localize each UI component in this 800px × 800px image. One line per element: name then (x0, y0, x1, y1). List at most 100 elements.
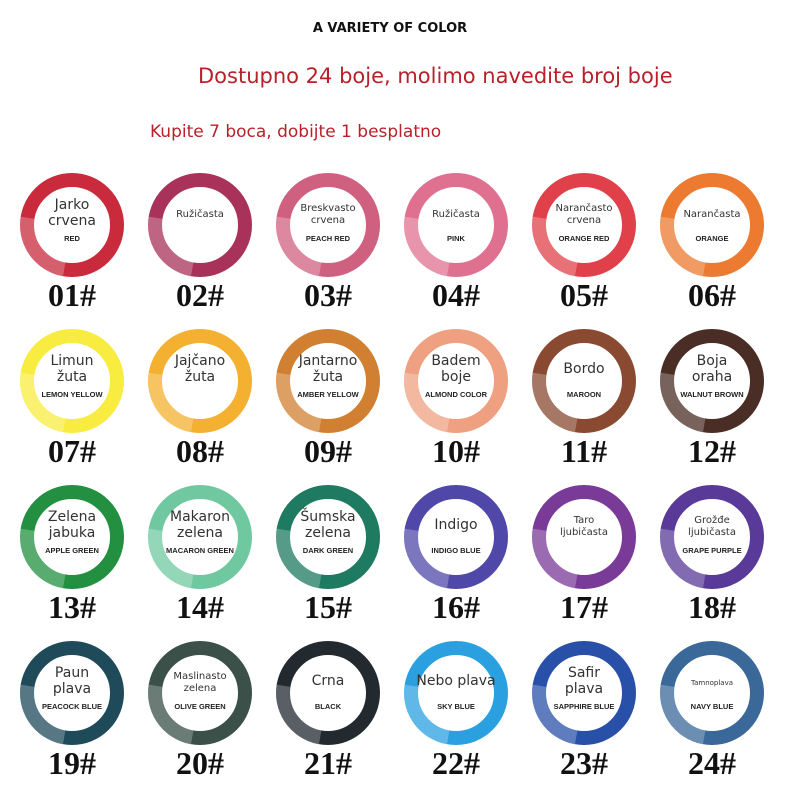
ring-shade (404, 641, 508, 745)
color-name: crvena (567, 215, 601, 226)
color-number: 22# (432, 745, 480, 781)
ring-shade (276, 485, 380, 589)
color-ring (20, 641, 124, 745)
color-name: zelena (177, 525, 223, 541)
english-name: NAVY BLUE (691, 702, 734, 711)
color-name: zelena (184, 683, 217, 694)
english-name: MAROON (567, 390, 601, 399)
color-swatch: Nebo plava SKY BLUE 22# (404, 641, 508, 781)
color-name: Badem (431, 353, 480, 369)
color-name: žuta (57, 369, 87, 385)
color-ring (404, 329, 508, 433)
color-swatch: Ružičasta PINK 04# (404, 173, 508, 313)
color-name: jabuka (48, 525, 96, 541)
color-ring (148, 641, 252, 745)
english-name: GRAPE PURPLE (682, 546, 741, 555)
color-ring (532, 485, 636, 589)
ring-shade (276, 641, 380, 745)
color-ring (276, 173, 380, 277)
color-name: plava (53, 681, 91, 697)
color-name: Paun (55, 665, 89, 681)
color-number: 02# (176, 277, 224, 313)
color-name: Ružičasta (432, 208, 480, 220)
color-ring (660, 485, 764, 589)
color-name: Jajčano (174, 353, 225, 369)
color-ring (404, 173, 508, 277)
ring-shade (404, 173, 508, 277)
color-name: Limun (50, 353, 93, 369)
color-ring (276, 641, 380, 745)
english-name: ORANGE RED (559, 234, 610, 243)
color-ring (660, 173, 764, 277)
ring-shade (404, 485, 508, 589)
color-swatch: Indigo INDIGO BLUE 16# (404, 485, 508, 625)
ring-shade (660, 485, 764, 589)
english-name: OLIVE GREEN (174, 702, 225, 711)
ring-shade (20, 641, 124, 745)
color-number: 05# (560, 277, 608, 313)
color-name: crvena (311, 215, 345, 226)
color-swatch: Crna BLACK 21# (276, 641, 380, 781)
english-name: MACARON GREEN (166, 546, 234, 555)
color-name: Šumska (300, 507, 355, 525)
color-number: 03# (304, 277, 352, 313)
color-name: Nebo plava (416, 673, 495, 689)
english-name: ALMOND COLOR (425, 390, 488, 399)
color-name: ljubičasta (688, 526, 736, 538)
english-name: BLACK (315, 702, 342, 711)
ring-shade (532, 485, 636, 589)
color-number: 18# (688, 589, 736, 625)
color-name: Narančasto (555, 202, 612, 214)
english-name: RED (64, 234, 80, 243)
color-ring (276, 485, 380, 589)
ring-shade (148, 641, 252, 745)
ring-shade (20, 485, 124, 589)
color-name: zelena (305, 525, 351, 541)
color-number: 15# (304, 589, 352, 625)
english-name: SAPPHIRE BLUE (554, 702, 615, 711)
ring-shade (20, 173, 124, 277)
color-number: 06# (688, 277, 736, 313)
color-ring (20, 329, 124, 433)
color-number: 21# (304, 745, 352, 781)
ring-shade (148, 485, 252, 589)
color-name: boje (441, 369, 471, 385)
english-name: LEMON YELLOW (41, 390, 103, 399)
color-name: Indigo (434, 517, 477, 533)
color-ring (276, 329, 380, 433)
ring-shade (404, 329, 508, 433)
color-name: Tamnoplava (690, 679, 733, 687)
color-number: 23# (560, 745, 608, 781)
color-name: plava (565, 681, 603, 697)
offer: Kupite 7 boca, dobijte 1 besplatno (150, 122, 441, 142)
ring-shade (660, 641, 764, 745)
color-number: 14# (176, 589, 224, 625)
color-ring (532, 173, 636, 277)
color-swatch: Tamnoplava NAVY BLUE 24# (660, 641, 764, 781)
english-name: APPLE GREEN (45, 546, 99, 555)
color-name: crvena (48, 213, 96, 229)
color-name: Safir (568, 665, 600, 681)
color-name: Boja (697, 353, 728, 369)
color-ring (148, 485, 252, 589)
color-number: 12# (688, 433, 736, 469)
color-ring (532, 641, 636, 745)
color-name: žuta (185, 369, 215, 385)
color-name: Breskvasto (300, 203, 355, 214)
color-name: ljubičasta (560, 526, 608, 538)
color-name: Jarko (54, 197, 90, 213)
english-name: PEACH RED (306, 234, 351, 243)
